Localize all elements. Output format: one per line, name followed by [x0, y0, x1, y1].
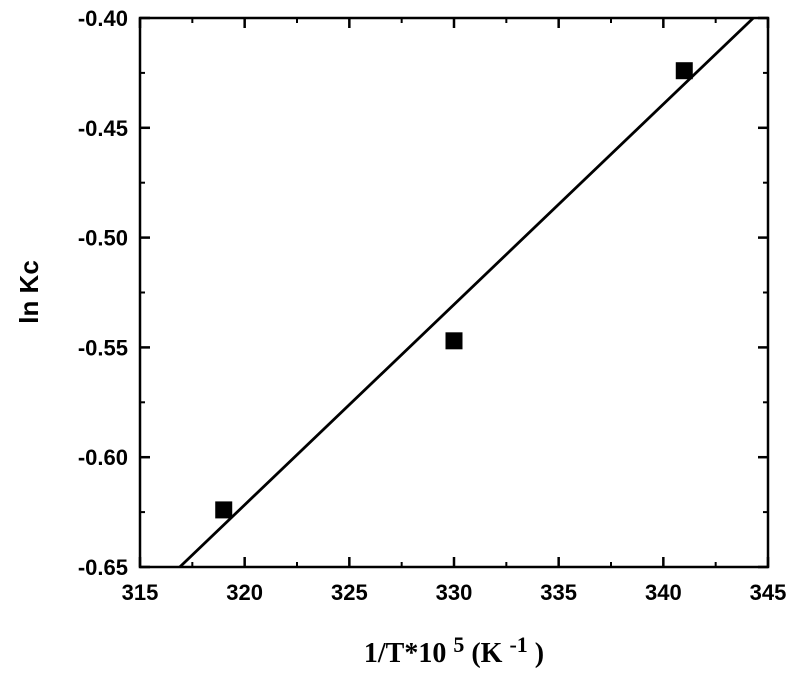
data-markers [215, 62, 693, 519]
y-axis-label: ln Kc [14, 260, 44, 324]
y-tick-label: -0.60 [78, 445, 128, 470]
x-tick-label: 340 [645, 580, 682, 605]
x-axis-label-end: ) [535, 638, 544, 669]
y-tick-label: -0.40 [78, 6, 128, 31]
x-tick-label: 315 [122, 580, 159, 605]
x-tick-label: 330 [436, 580, 473, 605]
x-tick-label: 335 [540, 580, 577, 605]
y-tick-label: -0.65 [78, 555, 128, 580]
fit-line [178, 16, 755, 569]
x-axis-label-main: 1/T*10 [364, 638, 446, 669]
data-point-marker [215, 501, 233, 519]
data-point-marker [675, 62, 693, 80]
x-tick-labels: 315 320 325 330 335 340 345 [122, 580, 787, 605]
y-tick-label: -0.45 [78, 116, 128, 141]
x-axis-label: 1/T*10 5 (K -1 ) [364, 628, 544, 669]
fit-line-group [178, 16, 755, 569]
x-axis-label-sup2: -1 [509, 632, 527, 657]
x-tick-label: 320 [226, 580, 263, 605]
data-point-marker [445, 332, 463, 350]
axis-ticks [138, 16, 770, 569]
y-tick-labels: -0.65 -0.60 -0.55 -0.50 -0.45 -0.40 [78, 6, 128, 580]
x-tick-label: 345 [750, 580, 787, 605]
plot-frame [138, 16, 770, 569]
x-axis-label-sup1: 5 [453, 632, 464, 657]
y-tick-label: -0.55 [78, 335, 128, 360]
y-tick-label: -0.50 [78, 226, 128, 251]
x-axis-label-mid: (K [471, 638, 502, 669]
x-tick-label: 325 [331, 580, 368, 605]
